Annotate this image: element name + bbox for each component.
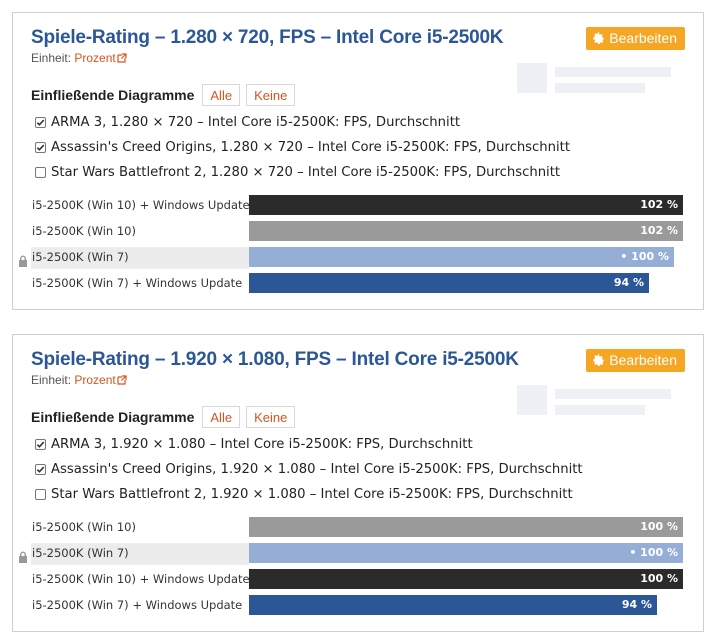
- select-none-button[interactable]: Keine: [246, 406, 296, 428]
- bar-label: i5-2500K (Win 7) + Windows Update: [32, 598, 243, 612]
- reference-highlight: [31, 543, 249, 565]
- bar-row: i5-2500K (Win 7) + Windows Update 94 %: [13, 271, 703, 297]
- bar: 94 %: [249, 273, 649, 293]
- bar-label: i5-2500K (Win 7): [32, 250, 129, 264]
- bar: • 100 %: [249, 543, 683, 563]
- unit-label: Einheit:: [31, 373, 72, 387]
- bar: 94 %: [249, 595, 657, 615]
- bar-value-label: • 100 %: [620, 250, 669, 263]
- unit-value: Prozent: [74, 373, 116, 387]
- gear-icon: [593, 354, 604, 367]
- checkmark-icon: [36, 466, 45, 473]
- bar-row: i5-2500K (Win 10) 100 %: [13, 515, 703, 541]
- bar-value-label: 94 %: [621, 598, 652, 611]
- checkbox-label: Star Wars Battlefront 2, 1.280 × 720 – I…: [51, 165, 561, 180]
- bar-label: i5-2500K (Win 7): [32, 546, 129, 560]
- edit-button-label: Bearbeiten: [609, 352, 677, 368]
- checkbox-checked[interactable]: [35, 117, 46, 128]
- chart-checkbox-row[interactable]: Star Wars Battlefront 2, 1.280 × 720 – I…: [35, 160, 570, 185]
- unit-label: Einheit:: [31, 51, 72, 65]
- checkbox-unchecked[interactable]: [35, 167, 46, 178]
- checkbox-label: Assassin's Creed Origins, 1.280 × 720 – …: [51, 140, 571, 155]
- checkbox-checked[interactable]: [35, 142, 46, 153]
- bar-value-label: • 100 %: [629, 546, 678, 559]
- bar-value-label: 102 %: [640, 224, 678, 237]
- bar: 100 %: [249, 517, 683, 537]
- lock-icon[interactable]: [18, 252, 28, 267]
- rating-panel-1920: Spiele-Rating – 1.920 × 1.080, FPS – Int…: [12, 334, 704, 632]
- included-charts-row: Einfließende Diagramme Alle Keine: [31, 405, 296, 429]
- checkbox-checked[interactable]: [35, 439, 46, 450]
- chart-title: Spiele-Rating – 1.280 × 720, FPS – Intel…: [31, 27, 504, 48]
- unit-row: Einheit: Prozent: [31, 373, 127, 387]
- checkbox-label: Assassin's Creed Origins, 1.920 × 1.080 …: [51, 462, 583, 477]
- bar-label: i5-2500K (Win 10) + Windows Update: [32, 572, 250, 586]
- checkmark-icon: [36, 119, 45, 126]
- bar: • 100 %: [249, 247, 674, 267]
- select-all-button[interactable]: Alle: [202, 84, 241, 106]
- bar: 102 %: [249, 195, 683, 215]
- bar-label: i5-2500K (Win 10) + Windows Update: [32, 198, 250, 212]
- edit-button-label: Bearbeiten: [609, 30, 677, 46]
- bar-row: i5-2500K (Win 10) + Windows Update 100 %: [13, 567, 703, 593]
- checkbox-label: ARMA 3, 1.280 × 720 – Intel Core i5-2500…: [51, 115, 461, 130]
- chart-checkbox-row[interactable]: ARMA 3, 1.920 × 1.080 – Intel Core i5-25…: [35, 432, 583, 457]
- bar-row: i5-2500K (Win 10) + Windows Update 102 %: [13, 193, 703, 219]
- bar-label: i5-2500K (Win 7) + Windows Update: [32, 276, 243, 290]
- chart-checkbox-list: ARMA 3, 1.920 × 1.080 – Intel Core i5-25…: [35, 432, 583, 507]
- external-link-icon: [117, 53, 127, 63]
- checkmark-icon: [36, 144, 45, 151]
- bar-value-label: 100 %: [640, 520, 678, 533]
- bar-row: i5-2500K (Win 7) • 100 %: [13, 245, 703, 271]
- checkbox-label: ARMA 3, 1.920 × 1.080 – Intel Core i5-25…: [51, 437, 473, 452]
- included-charts-row: Einfließende Diagramme Alle Keine: [31, 83, 296, 107]
- external-link-icon: [117, 375, 127, 385]
- unit-row: Einheit: Prozent: [31, 51, 127, 65]
- edit-button[interactable]: Bearbeiten: [586, 349, 685, 372]
- select-all-button[interactable]: Alle: [202, 406, 241, 428]
- bar-value-label: 102 %: [640, 198, 678, 211]
- bar-value-label: 94 %: [613, 276, 644, 289]
- unit-link[interactable]: Prozent: [74, 373, 127, 387]
- chart-checkbox-list: ARMA 3, 1.280 × 720 – Intel Core i5-2500…: [35, 110, 570, 185]
- reference-highlight: [31, 247, 249, 269]
- unit-value: Prozent: [74, 51, 116, 65]
- bar-value-label: 100 %: [640, 572, 678, 585]
- chart-checkbox-row[interactable]: Star Wars Battlefront 2, 1.920 × 1.080 –…: [35, 482, 583, 507]
- gear-icon: [593, 32, 604, 45]
- unit-link[interactable]: Prozent: [74, 51, 127, 65]
- bar-row: i5-2500K (Win 7) + Windows Update 94 %: [13, 593, 703, 619]
- checkbox-label: Star Wars Battlefront 2, 1.920 × 1.080 –…: [51, 487, 573, 502]
- chart-checkbox-row[interactable]: Assassin's Creed Origins, 1.920 × 1.080 …: [35, 457, 583, 482]
- chart-checkbox-row[interactable]: ARMA 3, 1.280 × 720 – Intel Core i5-2500…: [35, 110, 570, 135]
- included-charts-label: Einfließende Diagramme: [31, 87, 195, 103]
- bar: 100 %: [249, 569, 683, 589]
- checkbox-unchecked[interactable]: [35, 489, 46, 500]
- bar-row: i5-2500K (Win 7) • 100 %: [13, 541, 703, 567]
- lock-icon[interactable]: [18, 548, 28, 563]
- bar-row: i5-2500K (Win 10) 102 %: [13, 219, 703, 245]
- bar: 102 %: [249, 221, 683, 241]
- included-charts-label: Einfließende Diagramme: [31, 409, 195, 425]
- chart-checkbox-row[interactable]: Assassin's Creed Origins, 1.280 × 720 – …: [35, 135, 570, 160]
- select-none-button[interactable]: Keine: [246, 84, 296, 106]
- bar-label: i5-2500K (Win 10): [32, 520, 136, 534]
- checkmark-icon: [36, 441, 45, 448]
- edit-button[interactable]: Bearbeiten: [586, 27, 685, 50]
- chart-title: Spiele-Rating – 1.920 × 1.080, FPS – Int…: [31, 349, 519, 370]
- bar-label: i5-2500K (Win 10): [32, 224, 136, 238]
- rating-panel-1280: Spiele-Rating – 1.280 × 720, FPS – Intel…: [12, 12, 704, 310]
- checkbox-checked[interactable]: [35, 464, 46, 475]
